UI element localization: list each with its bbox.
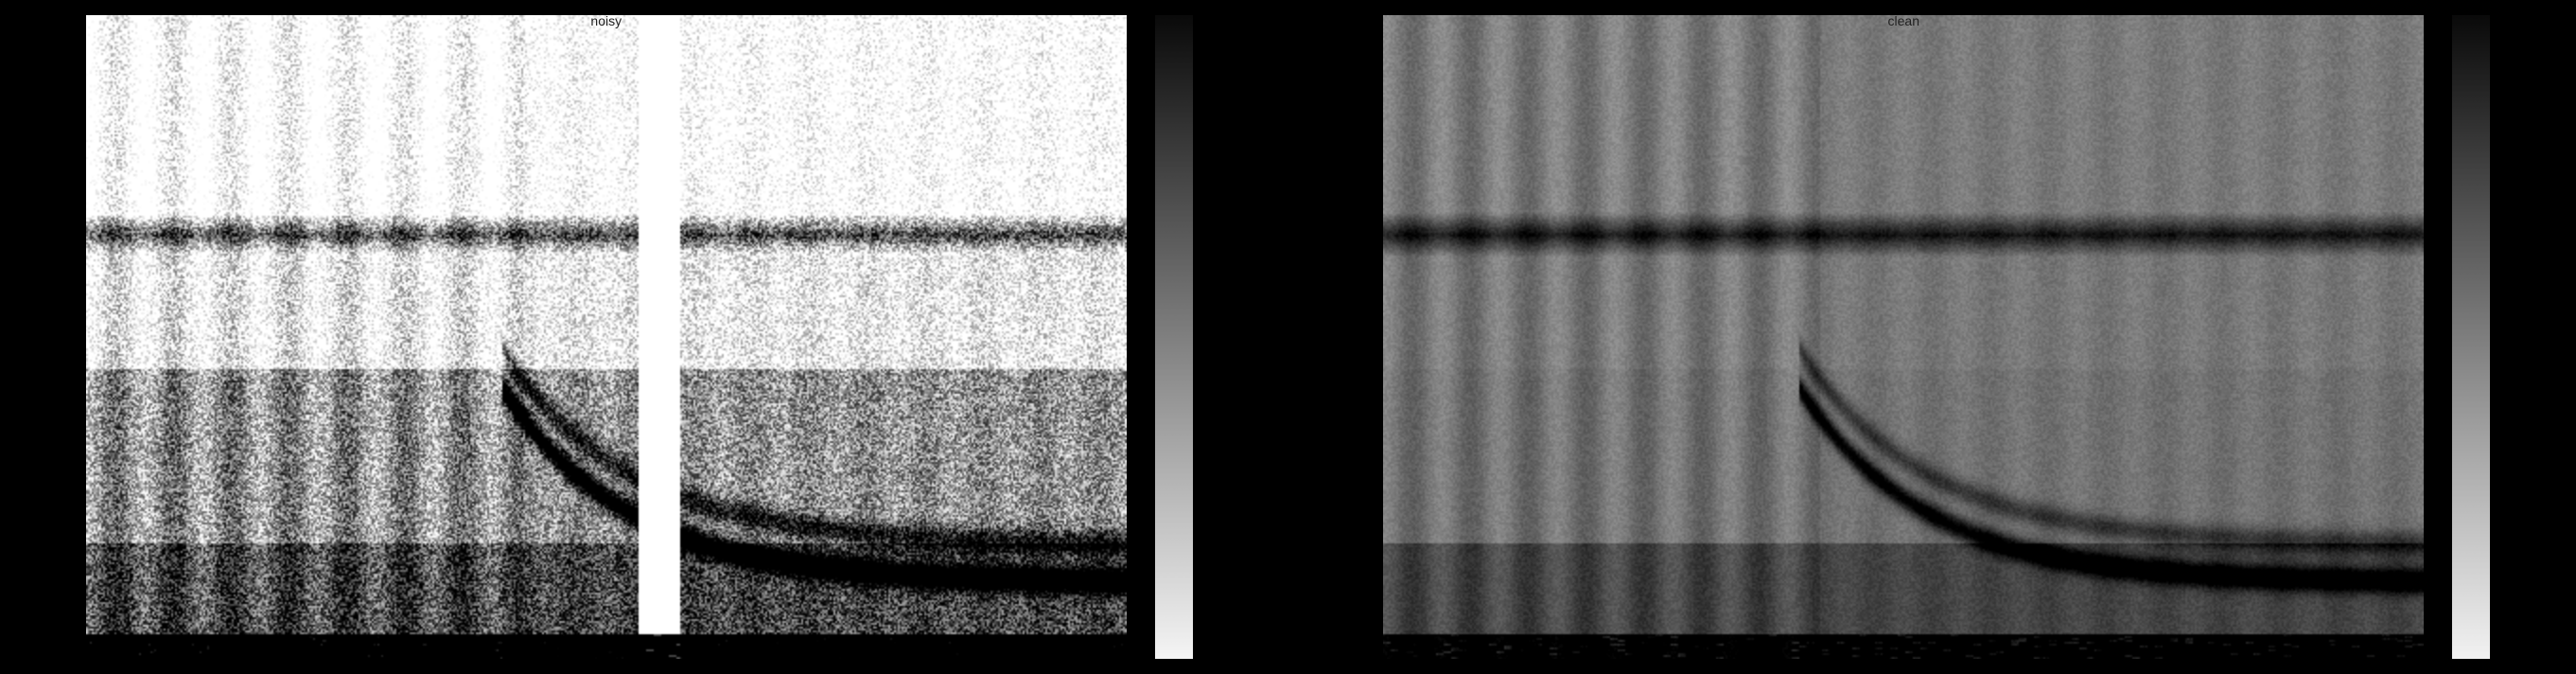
- colorbar-right: [2452, 15, 2490, 659]
- colorbar-left: [1155, 15, 1193, 659]
- right-panel: clean: [1383, 15, 2490, 659]
- spectrogram-left: noisy: [86, 15, 1127, 659]
- right-title: clean: [1888, 13, 1919, 28]
- colorbar-right-canvas: [2452, 15, 2490, 659]
- figure-container: noisy clean: [0, 0, 2576, 674]
- spectrogram-right-canvas: [1383, 15, 2424, 659]
- spectrogram-right: clean: [1383, 15, 2424, 659]
- left-title: noisy: [590, 13, 622, 28]
- colorbar-left-canvas: [1155, 15, 1193, 659]
- left-panel: noisy: [86, 15, 1193, 659]
- spectrogram-left-canvas: [86, 15, 1127, 659]
